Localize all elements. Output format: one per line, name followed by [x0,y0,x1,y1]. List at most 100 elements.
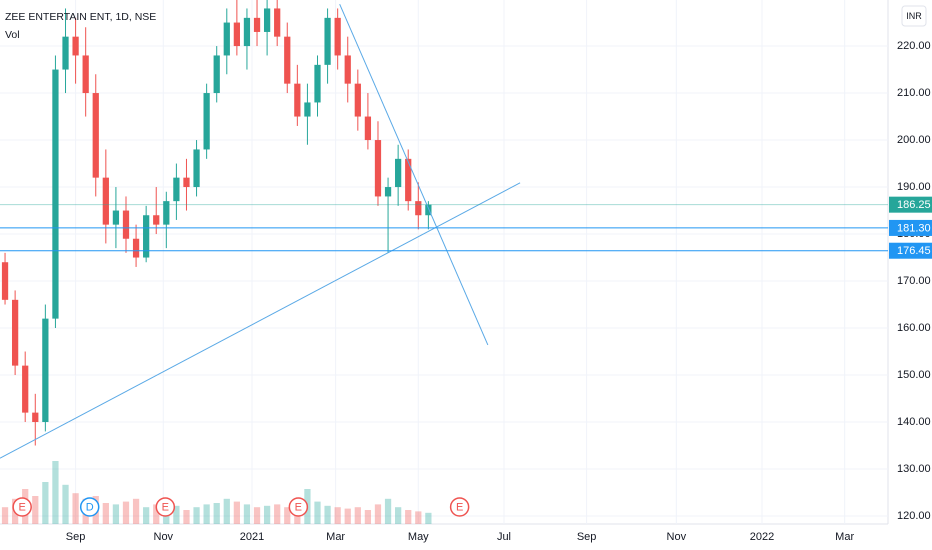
candle-body [304,102,311,117]
event-label: E [162,501,169,513]
chart-title: ZEE ENTERTAIN ENT, 1D, NSE [5,11,156,23]
volume-bar [72,493,79,524]
x-tick-label: Mar [326,531,345,543]
volume-bar [102,503,109,524]
candle-body [42,318,49,423]
trend-line [0,182,521,459]
volume-bar [153,504,160,524]
volume-bar [243,504,251,524]
candle-body [425,204,432,216]
candle-body [143,215,150,258]
volume-bar [384,498,392,524]
event-marker [449,497,470,517]
volume-bar [42,482,49,524]
volume-bar [62,484,69,524]
volume-bar [253,507,261,524]
candle-body [22,365,29,413]
candle-body [1,262,9,300]
candle-body [102,177,109,225]
candle-body [243,17,251,47]
candle-body [122,210,130,239]
volume-bar [354,507,361,524]
x-tick-label: Nov [154,531,174,543]
volume-bar [364,510,372,524]
currency-label[interactable]: INR [906,11,922,21]
candle-body [193,149,200,188]
candle-body [253,17,261,32]
candle-body [324,17,331,65]
candle-body [284,36,291,84]
event-marker [79,497,100,517]
price-tag [889,219,932,236]
candle-body [62,36,69,70]
x-tick-label: Mar [835,531,854,543]
price-tag [889,242,932,259]
volume-bar [314,501,321,524]
y-tick-label: 140.00 [897,416,931,428]
volume-bar [112,504,120,524]
candle-body [163,201,170,225]
candle-body [153,215,160,225]
y-tick-label: 130.00 [897,463,931,475]
volume-bar [395,507,402,524]
volume-bar [52,461,59,524]
volume-bar [233,501,240,524]
y-tick-label: 170.00 [897,275,931,287]
volume-bar [143,507,150,524]
event-marker [155,497,176,517]
volume-bar [183,510,190,524]
candle-body [274,8,281,37]
volume-bar [32,496,39,524]
candle-body [82,55,89,94]
candle-body [223,22,230,56]
candle-body [334,17,341,56]
candle-body [405,158,412,202]
x-tick-label: May [408,531,429,543]
volume-bar [334,507,341,524]
candle-body [263,8,271,32]
volume-label: Vol [5,29,20,41]
candle-body [314,64,321,103]
volume-bar [374,504,382,524]
x-tick-label: Sep [577,531,597,543]
candle-body [32,412,39,423]
volume-bar [173,505,180,524]
volume-bar [223,498,230,524]
candle-body [72,36,79,56]
candle-body [132,238,140,258]
y-tick-label: 160.00 [897,322,931,334]
candle-body [213,55,220,94]
volume-bar [193,507,200,524]
y-tick-label: 150.00 [897,369,931,381]
price-tag-label: 176.45 [897,245,931,257]
currency-button[interactable] [901,5,927,27]
candle-body [52,69,59,319]
volume-bar [1,507,9,524]
candle-body [415,201,422,216]
x-tick-label: Nov [667,531,687,543]
event-label: E [456,501,463,513]
price-tag-label: 181.30 [897,222,931,234]
event-label: E [295,501,302,513]
price-tag-label: 186.25 [897,199,931,211]
volume-bar [213,503,220,524]
price-tag [889,196,932,213]
candle-body [183,177,190,188]
candle-body [112,210,120,225]
volume-bar [415,511,422,524]
volume-bar [203,504,210,524]
event-marker [288,497,309,517]
event-label: E [19,501,26,513]
trend-line [339,4,489,346]
candle-body [233,22,240,47]
event-marker [12,497,32,517]
volume-bar [425,512,432,524]
candle-body [395,158,402,188]
volume-bar [132,498,140,524]
volume-bar [274,504,281,524]
candle-body [11,299,19,366]
y-tick-label: 210.00 [897,87,931,99]
